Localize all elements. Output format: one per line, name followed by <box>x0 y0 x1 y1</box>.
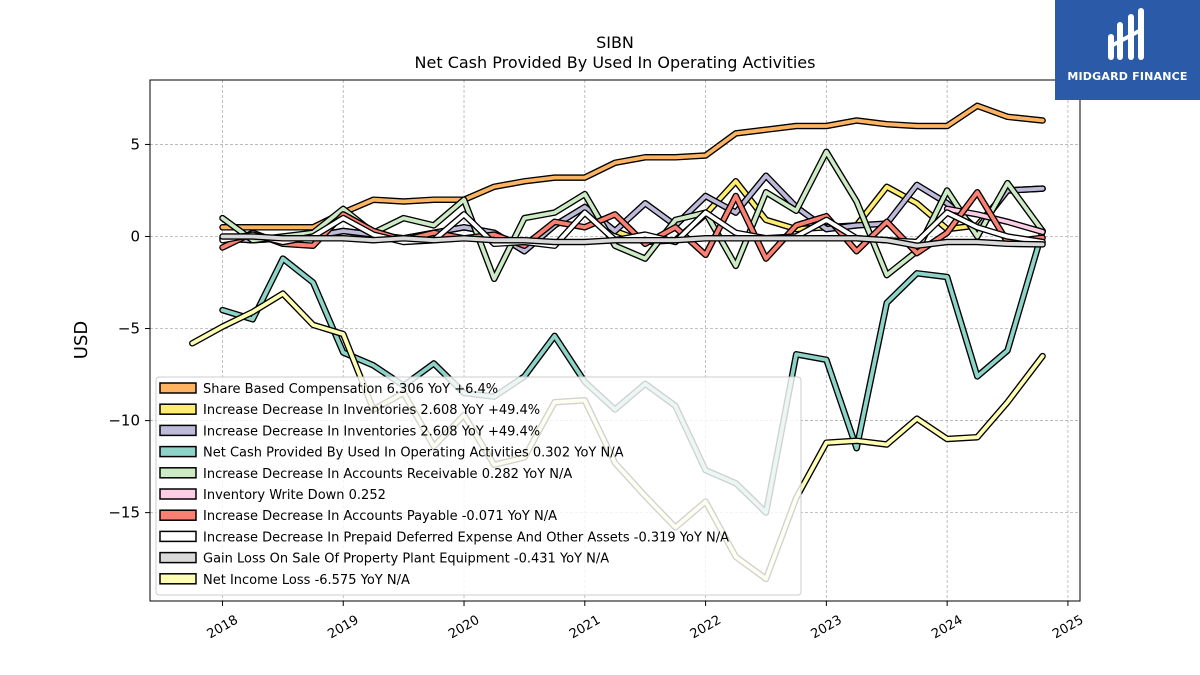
legend-swatch <box>159 551 197 564</box>
plot-frame <box>149 79 1081 602</box>
y-tick-label: −15 <box>108 504 140 522</box>
legend-entry: Share Based Compensation 6.306 YoY +6.4% <box>203 382 498 397</box>
series-line-stroke <box>220 103 1045 230</box>
legend-swatch <box>159 488 197 500</box>
legend-swatch <box>159 403 197 415</box>
x-tick-label: 2018 <box>205 613 241 643</box>
legend-entry: Net Income Loss -6.575 YoY N/A <box>203 573 410 588</box>
midgard-finance-logo: MIDGARD FINANCE <box>1055 0 1200 100</box>
legend-entry: Gain Loss On Sale Of Property Plant Equi… <box>203 552 609 567</box>
legend-entry: Increase Decrease In Accounts Receivable… <box>203 467 572 482</box>
legend-swatch <box>159 424 197 437</box>
x-tick-label: 2023 <box>809 613 845 643</box>
legend-swatch <box>159 445 197 458</box>
legend-entry: Inventory Write Down 0.252 <box>203 488 386 503</box>
x-axis-ticks: 2018 2019 2020 2021 2022 2023 2024 2025 <box>205 601 1086 643</box>
logo-text: MIDGARD FINANCE <box>1067 70 1188 83</box>
series-line <box>219 172 1046 255</box>
legend-entry: Increase Decrease In Inventories 2.608 Y… <box>203 403 540 418</box>
x-tick-label: 2025 <box>1050 613 1086 643</box>
logo-mark-icon <box>1108 8 1144 60</box>
chart-subtitle: Net Cash Provided By Used In Operating A… <box>415 53 816 72</box>
x-tick-label: 2024 <box>929 613 965 643</box>
series-line <box>219 102 1046 231</box>
y-axis-label: USD <box>71 321 92 359</box>
legend-entry: Increase Decrease In Accounts Payable -0… <box>203 509 557 524</box>
legend-entry: Increase Decrease In Inventories 2.608 Y… <box>203 424 540 439</box>
x-tick-label: 2020 <box>446 613 482 643</box>
x-tick-label: 2019 <box>325 613 361 643</box>
y-tick-label: −5 <box>118 320 140 338</box>
x-tick-label: 2021 <box>567 613 603 643</box>
legend-swatch <box>159 530 197 543</box>
x-tick-label: 2022 <box>688 613 724 643</box>
legend-box <box>155 376 802 596</box>
series-line-stroke <box>220 234 1045 248</box>
legend-swatch <box>159 573 197 585</box>
y-tick-label: −10 <box>108 412 140 430</box>
legend-entry: Increase Decrease In Prepaid Deferred Ex… <box>203 530 729 545</box>
chart-title: SIBN <box>596 33 634 52</box>
series-line <box>219 233 1046 249</box>
legend-entry: Net Cash Provided By Used In Operating A… <box>203 446 624 461</box>
legend-swatch <box>159 467 197 479</box>
y-axis-ticks: 5 0 −5 −10 −15 <box>108 135 150 522</box>
axes <box>149 79 1081 602</box>
legend: Share Based Compensation 6.306 YoY +6.4%… <box>155 376 802 596</box>
y-tick-label: 0 <box>130 227 140 245</box>
series-line-stroke <box>220 173 1045 254</box>
y-tick-label: 5 <box>130 135 140 153</box>
legend-swatch <box>159 509 197 521</box>
legend-swatch <box>159 382 197 394</box>
